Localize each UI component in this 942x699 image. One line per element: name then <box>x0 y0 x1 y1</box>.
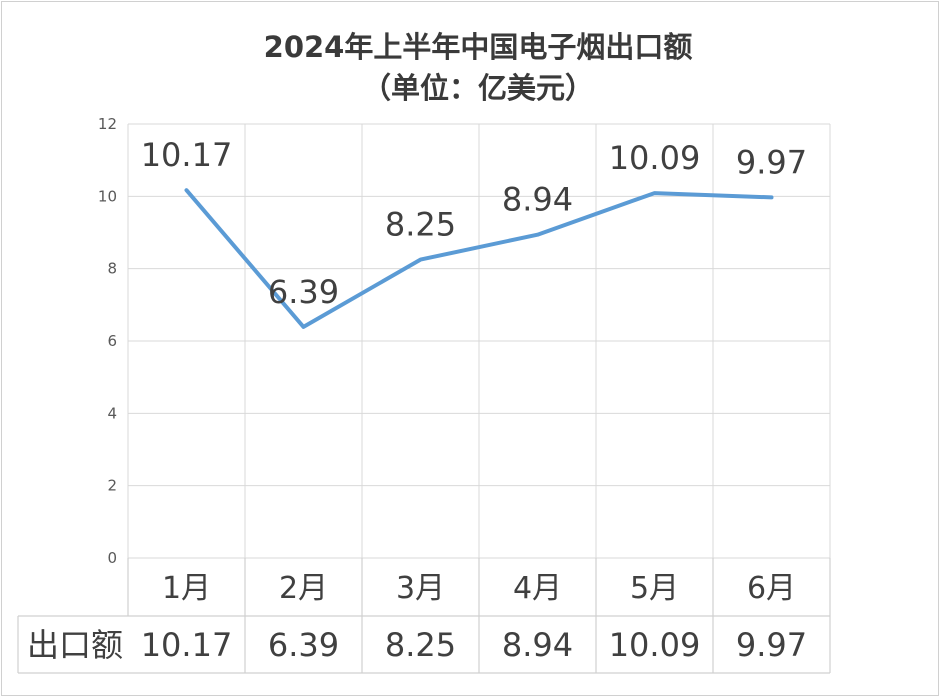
x-category-label: 6月 <box>747 571 796 606</box>
x-category-label: 5月 <box>630 571 679 606</box>
table-value-cell: 8.94 <box>502 626 573 664</box>
data-label: 6.39 <box>268 273 339 311</box>
y-tick-label: 10 <box>98 187 117 205</box>
y-axis-ticks: 0 2 4 6 8 10 12 <box>98 115 117 567</box>
x-category-label: 1月 <box>162 571 211 606</box>
table-value-cell: 6.39 <box>268 626 339 664</box>
y-tick-label: 8 <box>107 260 117 278</box>
y-tick-label: 12 <box>98 115 117 133</box>
series-line-path <box>184 188 774 329</box>
data-label: 10.09 <box>609 139 701 177</box>
y-tick-label: 4 <box>107 404 117 422</box>
chart-title-line1: 2024年上半年中国电子烟出口额 <box>264 30 693 64</box>
data-label: 8.94 <box>502 181 573 219</box>
data-label: 8.25 <box>385 206 456 244</box>
y-tick-label: 6 <box>107 332 117 350</box>
data-label: 9.97 <box>736 143 807 181</box>
series-line <box>184 188 774 329</box>
x-category-label: 2月 <box>279 571 328 606</box>
table-value-cell: 8.25 <box>385 626 456 664</box>
table-value-cell: 9.97 <box>736 626 807 664</box>
chart-title-line2: （单位：亿美元） <box>362 71 594 105</box>
x-category-label: 4月 <box>513 571 562 606</box>
y-tick-label: 2 <box>107 477 117 495</box>
y-tick-label: 0 <box>107 549 117 567</box>
data-label: 10.17 <box>141 136 233 174</box>
table-value-cell: 10.17 <box>141 626 233 664</box>
data-labels: 10.17 6.39 8.25 8.94 10.09 9.97 <box>141 136 807 311</box>
gridlines <box>127 123 831 559</box>
table-series-name: 出口额 <box>27 626 123 664</box>
x-category-label: 3月 <box>396 571 445 606</box>
table-value-cell: 10.09 <box>609 626 701 664</box>
